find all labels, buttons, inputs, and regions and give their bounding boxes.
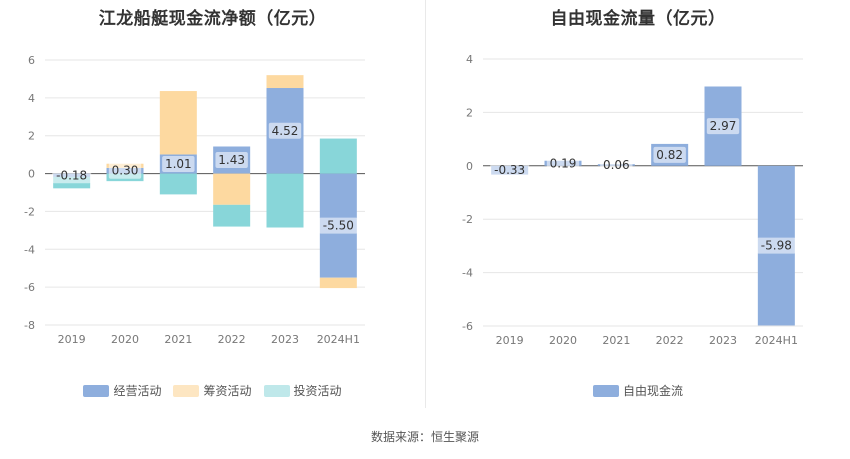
data-label: 1.43 bbox=[218, 153, 245, 167]
legend-label: 自由现金流 bbox=[622, 384, 683, 398]
data-label-bg bbox=[52, 167, 92, 184]
legend: 经营活动 筹资活动 投资活动 bbox=[0, 382, 425, 399]
y-tick-label: -6 bbox=[462, 320, 473, 333]
bar-financing-2022 bbox=[213, 173, 251, 205]
y-tick-label: -4 bbox=[24, 243, 35, 256]
data-label: -5.50 bbox=[323, 219, 354, 233]
chart-title: 自由现金流量（亿元） bbox=[550, 9, 726, 29]
x-tick-label: 2019 bbox=[58, 333, 86, 346]
y-tick-label: -6 bbox=[24, 281, 35, 294]
data-label-bg bbox=[490, 162, 530, 179]
y-tick-label: -2 bbox=[24, 205, 35, 218]
legend-item-fcf[interactable]: 自由现金流 bbox=[592, 382, 683, 399]
y-tick-label: 0 bbox=[466, 160, 473, 173]
x-tick-label: 2024H1 bbox=[755, 334, 798, 347]
x-tick-label: 2024H1 bbox=[317, 333, 360, 346]
x-tick-label: 2023 bbox=[709, 334, 737, 347]
data-label-bg bbox=[756, 237, 796, 254]
legend-item-financing[interactable]: 筹资活动 bbox=[173, 382, 252, 399]
data-label-bg bbox=[268, 122, 302, 139]
data-label-bg bbox=[653, 146, 686, 163]
bar-financing-2024H1 bbox=[319, 277, 357, 289]
x-tick-label: 2022 bbox=[656, 334, 684, 347]
data-source: 数据来源：恒生聚源 bbox=[370, 430, 479, 444]
bar-investing-2021 bbox=[159, 173, 197, 195]
data-label: -5.98 bbox=[761, 239, 792, 253]
data-label: 0.19 bbox=[550, 156, 577, 170]
data-label-bg bbox=[546, 155, 580, 172]
bar-financing-2021 bbox=[159, 91, 197, 155]
x-tick-label: 2020 bbox=[549, 334, 577, 347]
data-label: 1.01 bbox=[165, 157, 192, 171]
x-tick-label: 2021 bbox=[164, 333, 192, 346]
y-tick-label: 2 bbox=[466, 106, 473, 119]
data-label: -0.33 bbox=[494, 163, 525, 177]
bar-investing-2022 bbox=[213, 204, 251, 227]
data-label-bg bbox=[215, 152, 248, 169]
net-cash-flow-plot: 6 4 2 0 -2 -4 -6 -8 2019 2020 2021 2022 2023 2024H1 -0… bbox=[24, 54, 365, 346]
x-tick-label: 2023 bbox=[271, 333, 299, 346]
bar-investing-2023 bbox=[266, 173, 304, 228]
data-label-bg bbox=[600, 156, 633, 173]
free-cash-flow-chart: 自由现金流量（亿元） 4 2 0 -2 -4 -6 2019 2020 2021 2022 2023… bbox=[426, 0, 850, 410]
x-tick-label: 2020 bbox=[111, 333, 139, 346]
bar-investing-2024H1 bbox=[319, 138, 357, 174]
data-label-bg bbox=[706, 118, 740, 135]
legend-swatch-fcf bbox=[592, 384, 619, 397]
chart-title: 江龙船艇现金流净额（亿元） bbox=[98, 9, 327, 29]
y-tick-label: -8 bbox=[24, 319, 35, 332]
legend-label: 投资活动 bbox=[293, 384, 342, 398]
data-label: 0.82 bbox=[656, 148, 683, 162]
y-tick-label: -2 bbox=[462, 213, 473, 226]
bar-financing-2023 bbox=[266, 75, 304, 89]
legend: 自由现金流 bbox=[426, 382, 850, 399]
data-label-bg bbox=[108, 162, 142, 179]
x-tick-label: 2019 bbox=[496, 334, 524, 347]
data-label: 0.30 bbox=[112, 164, 139, 178]
legend-swatch-investing bbox=[263, 384, 290, 397]
data-label: 0.06 bbox=[603, 158, 630, 172]
legend-swatch-operating bbox=[83, 384, 110, 397]
legend-item-investing[interactable]: 投资活动 bbox=[263, 382, 342, 399]
data-label: -0.18 bbox=[56, 168, 87, 182]
free-cash-flow-plot: 4 2 0 -2 -4 -6 2019 2020 2021 2022 2023 2024H1 -0.33… bbox=[462, 53, 803, 347]
net-cash-flow-chart: 江龙船艇现金流净额（亿元） 6 4 2 0 -2 -4 -6 -8 2019 2020 2021 20… bbox=[0, 0, 425, 410]
x-tick-label: 2022 bbox=[218, 333, 246, 346]
data-label-bg bbox=[162, 156, 195, 173]
legend-label: 经营活动 bbox=[113, 384, 162, 398]
legend-label: 筹资活动 bbox=[203, 384, 252, 398]
y-tick-label: 2 bbox=[28, 130, 35, 143]
data-label: 2.97 bbox=[710, 119, 737, 133]
y-tick-label: 4 bbox=[466, 53, 473, 66]
data-label: 4.52 bbox=[272, 124, 299, 138]
y-tick-label: 0 bbox=[28, 168, 35, 181]
data-label-bg bbox=[318, 217, 358, 234]
y-tick-label: 6 bbox=[28, 54, 35, 67]
x-tick-label: 2021 bbox=[602, 334, 630, 347]
legend-item-operating[interactable]: 经营活动 bbox=[83, 382, 161, 399]
y-tick-label: -4 bbox=[462, 267, 473, 280]
panel-divider bbox=[425, 0, 426, 408]
y-tick-label: 4 bbox=[28, 92, 35, 105]
legend-swatch-financing bbox=[173, 384, 200, 397]
